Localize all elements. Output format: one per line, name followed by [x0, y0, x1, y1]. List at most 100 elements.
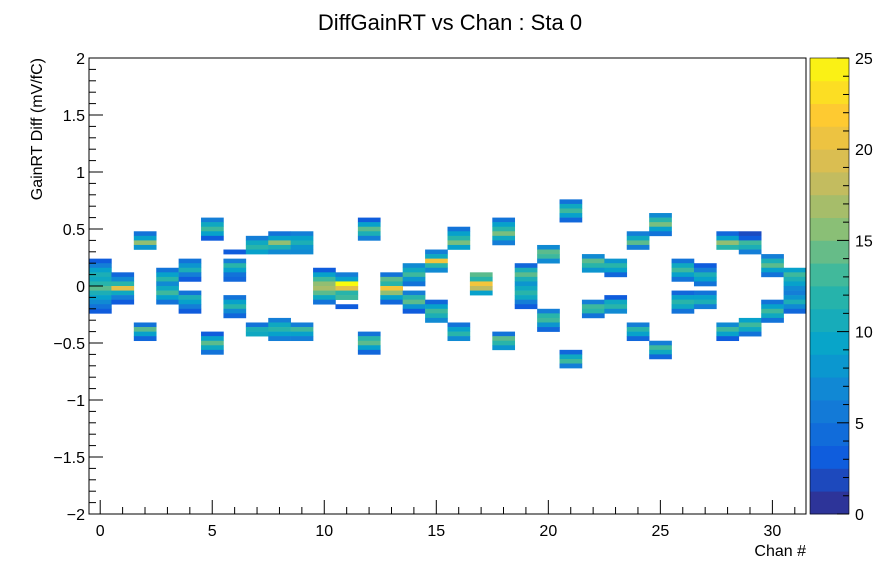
- heatmap-cell: [671, 272, 695, 278]
- colorbar-swatch: [810, 80, 849, 104]
- heatmap-cell: [626, 327, 650, 332]
- heatmap-cell: [89, 290, 112, 296]
- heatmap-cell: [469, 272, 493, 278]
- heatmap-cell: [133, 231, 157, 237]
- heatmap-cell: [761, 304, 784, 310]
- colorbar-swatch: [810, 172, 849, 196]
- heatmap-cell: [649, 226, 672, 232]
- heatmap-cell: [89, 276, 112, 282]
- heatmap-cell: [268, 327, 291, 332]
- heatmap-cell: [223, 267, 247, 273]
- colorbar-swatch: [810, 126, 849, 150]
- heatmap-cell: [335, 290, 359, 296]
- x-tick-label: 30: [763, 523, 781, 540]
- y-tick-label: −0.5: [53, 336, 85, 353]
- heatmap-cell: [133, 331, 157, 337]
- heatmap-cell: [335, 286, 359, 291]
- heatmap-cell: [537, 254, 560, 259]
- heatmap-cell: [738, 235, 762, 241]
- heatmap-cell: [783, 267, 807, 273]
- heatmap-cell: [649, 345, 672, 351]
- heatmap-cell: [245, 322, 269, 328]
- heatmap-cell: [738, 240, 762, 246]
- heatmap-cell: [178, 267, 202, 273]
- heatmap-cell: [693, 263, 717, 269]
- colorbar-swatch: [810, 377, 849, 401]
- heatmap-cell: [604, 304, 628, 310]
- heatmap-cell: [514, 267, 538, 273]
- heatmap-cell: [604, 263, 628, 269]
- heatmap-cell: [671, 276, 695, 282]
- heatmap-cell: [761, 308, 784, 314]
- colorbar-swatch: [810, 354, 849, 378]
- heatmap-cell: [111, 299, 135, 305]
- heatmap-cell: [559, 354, 583, 360]
- colorbar-swatch: [810, 286, 849, 310]
- heatmap-cell: [380, 276, 403, 282]
- heatmap-cell: [313, 286, 336, 291]
- heatmap-cell: [335, 272, 359, 278]
- heatmap-cell: [201, 222, 224, 228]
- colorbar-swatch: [810, 331, 849, 355]
- heatmap-cell: [245, 235, 269, 241]
- heatmap-cell: [492, 336, 516, 342]
- heatmap-cell: [469, 281, 493, 287]
- heatmap-cell: [223, 295, 247, 300]
- heatmap-cell: [581, 263, 605, 269]
- heatmap-cell: [290, 327, 314, 332]
- heatmap-cell: [604, 295, 628, 300]
- heatmap-cell: [380, 272, 403, 278]
- heatmap-cell: [514, 281, 538, 287]
- heatmap-cell: [245, 244, 269, 250]
- heatmap-cell: [671, 304, 695, 310]
- heatmap-cell: [178, 290, 202, 296]
- heatmap-cell: [559, 349, 583, 355]
- heatmap-cell: [604, 267, 628, 273]
- heatmap-cell: [581, 254, 605, 259]
- heatmap-cell: [716, 240, 740, 246]
- heatmap-cell: [492, 340, 516, 346]
- heatmap-cell: [357, 217, 381, 223]
- x-tick-label: 5: [208, 523, 217, 540]
- heatmap-cell: [133, 322, 157, 328]
- heatmap-cell: [447, 240, 471, 246]
- heatmap-cell: [201, 217, 224, 223]
- colorbar-swatch: [810, 308, 849, 332]
- heatmap-cell: [693, 290, 717, 296]
- heatmap-cell: [649, 349, 672, 355]
- heatmap-cell: [559, 217, 583, 223]
- x-axis-label: Chan #: [754, 543, 806, 560]
- heatmap-cell: [89, 308, 112, 314]
- heatmap-cell: [223, 272, 247, 278]
- heatmap-cell: [178, 304, 202, 310]
- heatmap-cell: [514, 272, 538, 278]
- x-tick-label: 0: [96, 523, 105, 540]
- heatmap-cell: [89, 295, 112, 300]
- heatmap-cell: [761, 299, 784, 305]
- heatmap-cell: [492, 240, 516, 246]
- y-tick-label: −1.5: [53, 450, 85, 467]
- heatmap-cell: [649, 231, 672, 237]
- heatmap-cell: [201, 340, 224, 346]
- heatmap-cell: [156, 299, 179, 305]
- heatmap-cells: [89, 199, 807, 369]
- x-tick-label: 20: [539, 523, 557, 540]
- colorbar-tick-label: 0: [855, 507, 864, 524]
- heatmap-cell: [559, 203, 583, 209]
- heatmap-cell: [537, 327, 560, 332]
- heatmap-cell: [716, 235, 740, 241]
- heatmap-cell: [313, 299, 336, 305]
- heatmap-cell: [783, 272, 807, 278]
- heatmap-cell: [223, 263, 247, 269]
- heatmap-cell: [357, 336, 381, 342]
- heatmap-cell: [537, 322, 560, 328]
- heatmap-cell: [335, 276, 359, 282]
- heatmap-cell: [268, 231, 291, 237]
- heatmap-cell: [268, 235, 291, 241]
- heatmap-cell: [783, 286, 807, 291]
- heatmap-cell: [581, 313, 605, 319]
- colorbar-swatch: [810, 400, 849, 424]
- y-axis-label: GainRT Diff (mV/fC): [29, 58, 46, 200]
- heatmap-cell: [425, 254, 448, 259]
- heatmap-cell: [492, 235, 516, 241]
